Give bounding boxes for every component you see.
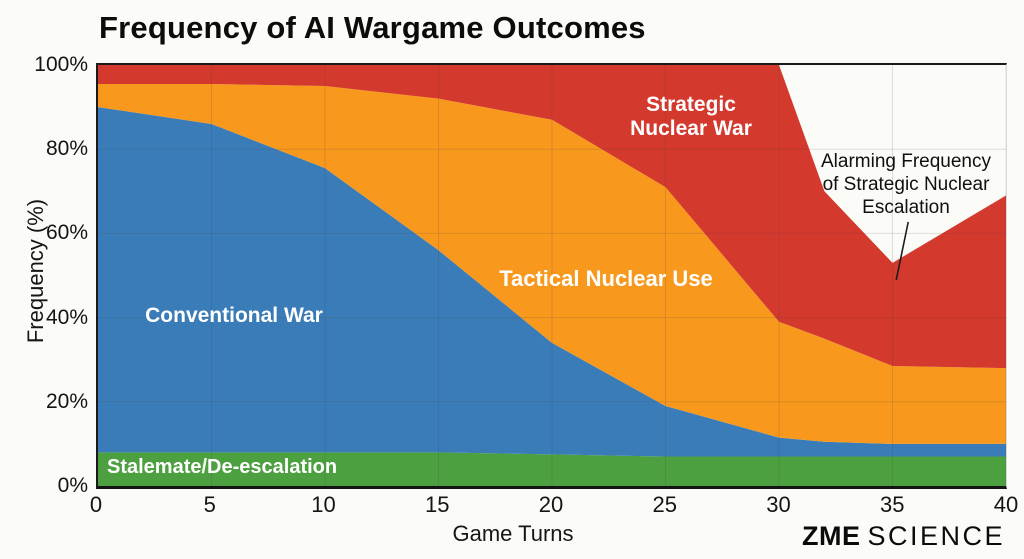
x-tick-label: 20 bbox=[538, 492, 564, 517]
area-conventional-war bbox=[98, 107, 1006, 457]
y-tick-label: 60% bbox=[45, 221, 88, 245]
x-axis-title: Game Turns bbox=[452, 521, 574, 546]
y-tick-label: 0% bbox=[57, 474, 88, 497]
plot-area bbox=[96, 63, 1007, 489]
x-tick-label: 35 bbox=[880, 492, 905, 517]
stacked-area-chart bbox=[98, 65, 1006, 486]
x-tick-label: 40 bbox=[993, 492, 1019, 517]
y-tick-label: 100% bbox=[34, 53, 88, 76]
brand-logo: ZME SCIENCE bbox=[802, 521, 1005, 552]
area-strategic-nuclear-war bbox=[98, 65, 1006, 369]
x-tick-label: 5 bbox=[203, 492, 216, 517]
x-tick-label: 0 bbox=[89, 492, 103, 517]
x-tick-label: 25 bbox=[652, 492, 677, 517]
annotation-pointer-line bbox=[895, 221, 909, 281]
y-tick-label: 80% bbox=[45, 137, 88, 161]
x-tick-label: 30 bbox=[766, 492, 791, 517]
chart-title: Frequency of AI Wargame Outcomes bbox=[99, 10, 646, 45]
x-tick-label: 10 bbox=[311, 492, 336, 517]
y-tick-label: 20% bbox=[45, 389, 88, 413]
brand-science: SCIENCE bbox=[867, 521, 1005, 551]
y-tick-label: 40% bbox=[45, 305, 88, 329]
area-stalemate-de-escalation bbox=[98, 452, 1006, 486]
area-tactical-nuclear-use bbox=[98, 83, 1006, 444]
brand-zme: ZME bbox=[801, 521, 861, 551]
x-tick-label: 15 bbox=[425, 492, 450, 517]
annotation-text: Alarming Frequency of Strategic Nuclear … bbox=[820, 151, 992, 219]
